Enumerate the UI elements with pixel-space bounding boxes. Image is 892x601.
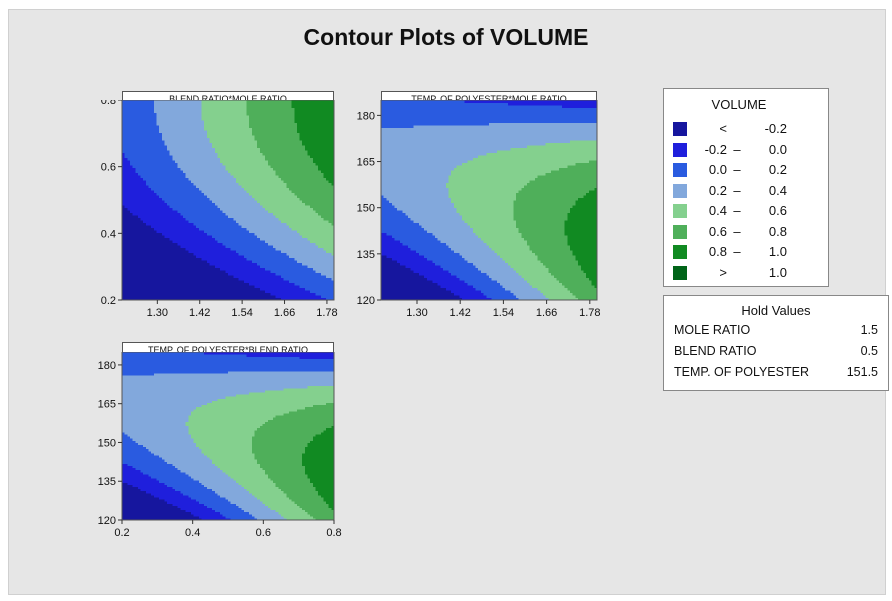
x-tick-label: 0.6 (256, 527, 271, 539)
legend-text: – (733, 141, 741, 157)
legend-swatch (673, 122, 687, 136)
hold-value-name: TEMP. OF POLYESTER (674, 365, 809, 379)
y-tick-label: 150 (357, 203, 375, 215)
y-tick-label: 0.2 (101, 295, 116, 307)
legend-text: – (733, 223, 741, 239)
legend-text: 0.8 (708, 244, 727, 259)
contour-fill (381, 100, 598, 301)
x-tick-label: 1.30 (147, 307, 168, 319)
legend-swatch (673, 265, 687, 280)
contour-fill (122, 100, 335, 301)
legend-text: 1.0 (768, 244, 787, 259)
y-tick-label: 165 (357, 157, 375, 169)
x-tick-label: 1.54 (231, 307, 252, 319)
x-tick-label: 0.8 (326, 527, 341, 539)
legend-text: 0.2 (708, 182, 727, 198)
legend-entry: 0.4– 0.6 (673, 203, 823, 219)
legend-text: -0.2 (764, 121, 787, 136)
x-tick-label: 1.66 (274, 307, 295, 319)
plot-border (380, 100, 598, 301)
x-tick-label: 1.42 (449, 307, 470, 319)
legend-text: 0.0 (768, 141, 787, 157)
legend-text: 0.4 (768, 182, 787, 198)
y-tick-label: 0.8 (101, 100, 116, 107)
volume-legend: VOLUME < -0.2 -0.2–0.0 0.0–0.2 0.2–0.4 0.4–0.… (663, 88, 829, 287)
legend-text: – (733, 162, 741, 177)
y-tick-label: 135 (357, 249, 375, 261)
y-tick-label: 150 (98, 437, 116, 449)
legend-entry: 0.6– 0.8 (673, 224, 823, 240)
legend-entry: 0.0– 0.2 (673, 162, 823, 178)
legend-text: – (733, 244, 741, 259)
legend-text: 0.8 (768, 223, 787, 239)
chart-title: Contour Plots of VOLUME (303, 24, 589, 50)
legend-swatch (673, 245, 687, 259)
x-tick-label: 1.78 (316, 307, 337, 319)
y-tick-label: 135 (98, 476, 116, 488)
y-tick-label: 120 (357, 295, 375, 307)
hold-value-row: TEMP. OF POLYESTER 151.5 (674, 365, 878, 383)
legend-swatch (673, 204, 687, 218)
legend-entry: 0.8– 1.0 (673, 244, 823, 260)
legend-text: – (733, 182, 741, 198)
hold-value-number: 151.5 (846, 365, 878, 379)
legend-text: 0.2 (768, 162, 787, 177)
hold-value-row: MOLE RATIO 1.5 (674, 323, 878, 341)
y-tick-label: 180 (98, 360, 116, 372)
legend-text: – (733, 203, 741, 218)
legend-swatch (673, 224, 687, 239)
plot-border (121, 100, 335, 301)
hold-value-name: MOLE RATIO (674, 323, 751, 337)
contour-plot-temp-mole: 1.30 1.42 1.54 1.66 1.78 120 135 150 165 180 (357, 100, 601, 319)
hold-value-number: 0.5 (860, 344, 878, 358)
y-tick-label: 0.6 (101, 162, 116, 174)
plot-border (121, 352, 335, 521)
legend-text: 1.0 (768, 264, 787, 280)
x-tick-label: 1.42 (189, 307, 210, 319)
legend-title: VOLUME (711, 97, 767, 112)
legend-text: 0.4 (708, 203, 727, 218)
contour-fill (122, 352, 335, 521)
hold-value-number: 1.5 (860, 323, 878, 337)
x-tick-label: 0.2 (114, 527, 129, 539)
x-tick-label: 1.78 (579, 307, 600, 319)
legend-entry: < -0.2 (673, 121, 823, 137)
y-tick-label: 165 (98, 399, 116, 411)
y-tick-label: 180 (357, 110, 375, 122)
contour-plot-blend-mole: 1.30 1.42 1.54 1.66 1.78 0.2 0.4 0.6 0.8 (101, 100, 338, 319)
legend-text: < (719, 121, 727, 136)
y-tick-label: 120 (98, 515, 116, 527)
legend-swatch (673, 142, 687, 157)
legend-text: 0.6 (708, 223, 727, 239)
hold-values-box: Hold Values MOLE RATIO 1.5 BLEND RATIO 0.5 T… (663, 295, 889, 391)
legend-swatch (673, 183, 687, 198)
legend-entry: >1.0 (673, 265, 823, 281)
x-tick-label: 0.4 (185, 527, 200, 539)
x-tick-label: 1.54 (493, 307, 514, 319)
legend-text: > (719, 264, 727, 280)
x-tick-label: 1.30 (406, 307, 427, 319)
contour-plot-temp-blend: 0.2 0.4 0.6 0.8 120 135 150 165 180 (98, 352, 342, 539)
x-tick-label: 1.66 (536, 307, 557, 319)
legend-entry: 0.2– 0.4 (673, 183, 823, 199)
legend-text: 0.6 (768, 203, 787, 218)
legend-text: -0.2 (704, 141, 727, 157)
legend-swatch (673, 163, 687, 177)
y-tick-label: 0.4 (101, 228, 116, 240)
hold-value-row: BLEND RATIO 0.5 (674, 344, 878, 362)
hold-value-name: BLEND RATIO (674, 344, 757, 358)
legend-entry: -0.2– 0.0 (673, 142, 823, 158)
hold-values-title: Hold Values (741, 303, 811, 318)
legend-text: 0.0 (708, 162, 727, 177)
